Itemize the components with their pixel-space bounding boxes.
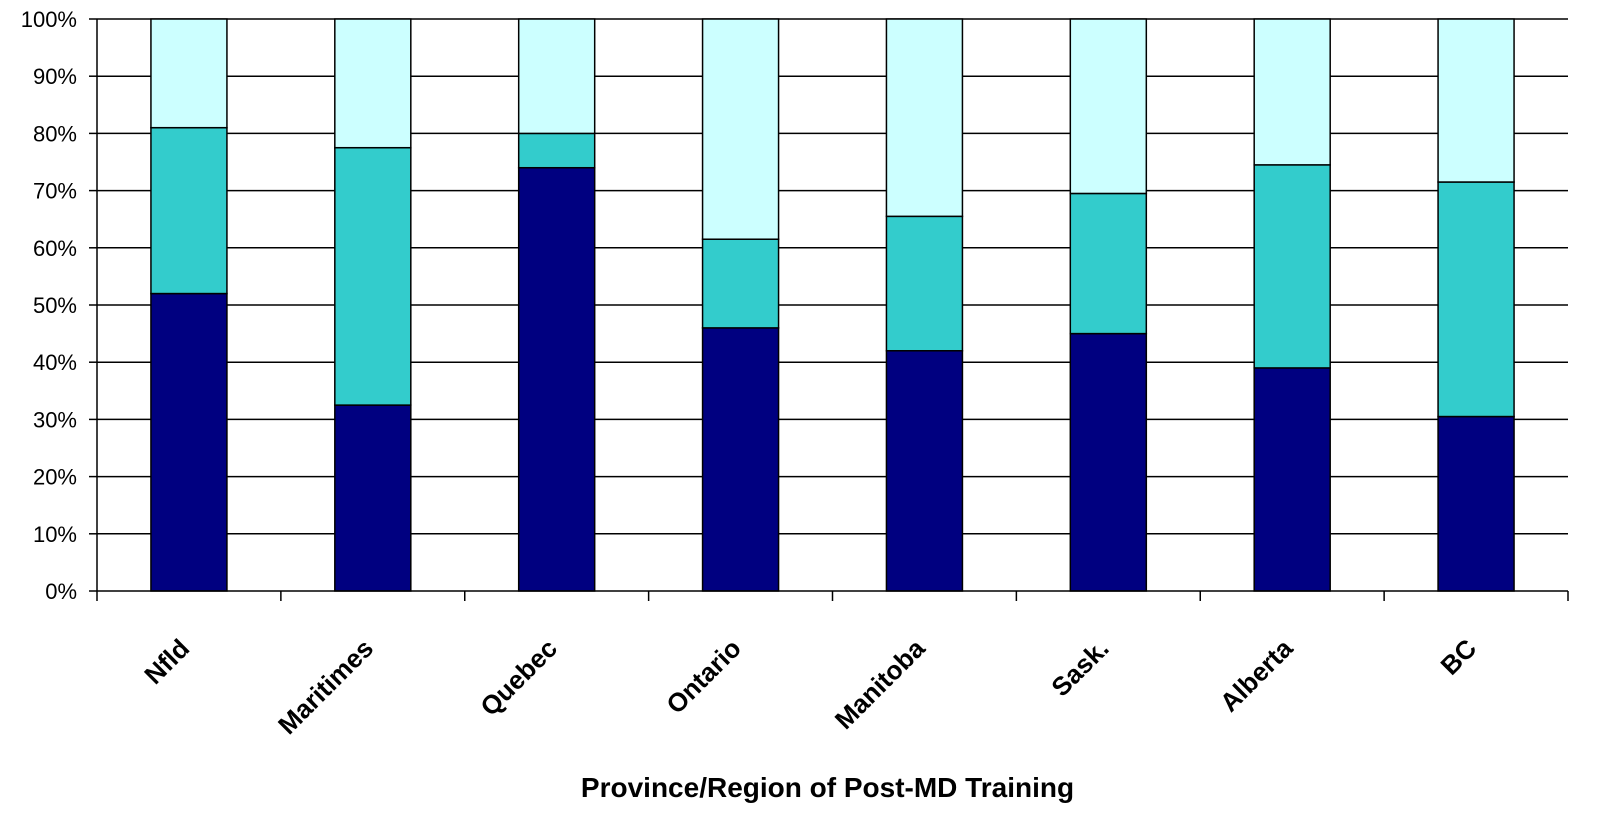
bar-quebec-series-2 <box>517 132 596 169</box>
y-tick-label: 10% <box>33 522 77 547</box>
bar-bc-series-1 <box>1437 415 1515 592</box>
bar-quebec-series-1 <box>517 166 596 592</box>
y-tick-label: 80% <box>33 121 77 146</box>
bar-bc-series-3 <box>1437 18 1515 183</box>
bar-sask-series-2 <box>1069 192 1148 335</box>
x-tick-label: Ontario <box>660 633 747 720</box>
bar-quebec-series-3 <box>517 18 596 135</box>
x-tick-labels: Nfld Maritimes Quebec Ontario Manitoba Sask. A… <box>138 633 1482 740</box>
bar-maritimes-series-1 <box>334 404 412 592</box>
x-tick-label: Quebec <box>474 633 563 722</box>
x-tick-label: Manitoba <box>829 633 931 735</box>
y-tick-label: 20% <box>33 465 77 490</box>
bar-alberta-series-3 <box>1253 18 1331 166</box>
y-tick-label: 30% <box>33 407 77 432</box>
gridlines <box>97 18 1568 535</box>
bar-manitoba-series-3 <box>885 18 964 218</box>
bar-alberta-series-1 <box>1253 367 1331 592</box>
bar-ontario-series-2 <box>701 238 780 329</box>
bar-sask-series-1 <box>1069 332 1148 592</box>
bar-manitoba-series-2 <box>885 215 964 352</box>
x-tick-label: BC <box>1435 633 1483 681</box>
y-tick-label: 0% <box>45 579 77 604</box>
bar-nfld-series-3 <box>150 18 228 129</box>
y-tick-label: 100% <box>21 7 77 32</box>
bar-maritimes-series-3 <box>334 18 412 149</box>
bar-nfld-series-1 <box>150 292 228 592</box>
y-tick-label: 40% <box>33 350 77 375</box>
bar-sask-series-3 <box>1069 18 1148 195</box>
axes <box>89 18 1569 601</box>
y-tick-labels: 0% 10% 20% 30% 40% 50% 60% 70% 80% 90% 100% <box>21 7 77 604</box>
bar-alberta-series-2 <box>1253 164 1331 369</box>
y-tick-label: 50% <box>33 293 77 318</box>
x-tick-label: Nfld <box>138 633 195 690</box>
x-tick-label: Maritimes <box>272 633 379 740</box>
bar-nfld-series-2 <box>150 126 228 295</box>
bar-ontario-series-1 <box>701 327 780 592</box>
bar-ontario-series-3 <box>701 18 780 240</box>
y-tick-label: 90% <box>33 64 77 89</box>
bar-maritimes-series-2 <box>334 146 412 406</box>
y-tick-label: 60% <box>33 236 77 261</box>
bars <box>150 18 1515 592</box>
x-axis-title: Province/Region of Post-MD Training <box>581 772 1074 803</box>
bar-bc-series-2 <box>1437 181 1515 418</box>
x-tick-label: Sask. <box>1045 633 1114 702</box>
bar-manitoba-series-1 <box>885 350 964 592</box>
y-tick-label: 70% <box>33 179 77 204</box>
x-tick-label: Alberta <box>1214 633 1299 718</box>
